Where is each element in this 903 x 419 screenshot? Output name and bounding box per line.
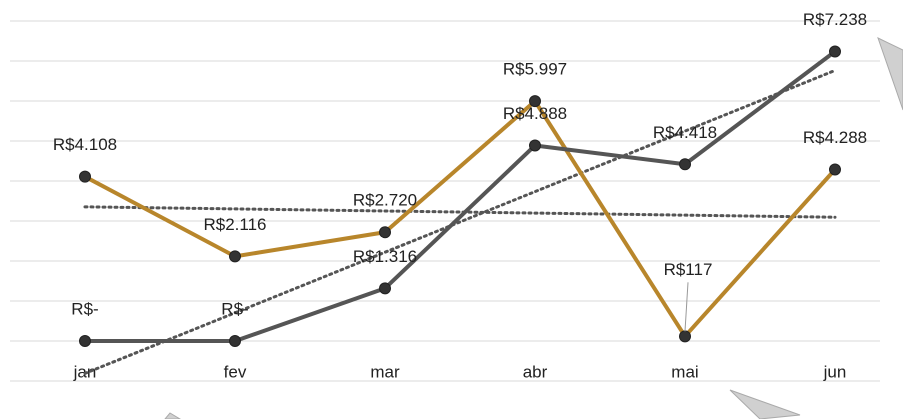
data-point — [529, 95, 541, 108]
data-point — [679, 330, 691, 343]
trendline — [83, 205, 837, 219]
data-label: R$5.997 — [503, 60, 567, 79]
data-label: R$4.288 — [803, 128, 867, 147]
data-point — [229, 250, 241, 263]
x-tick-label: mai — [671, 362, 698, 381]
data-point — [79, 170, 91, 183]
data-label: R$117 — [664, 260, 713, 279]
data-point — [829, 163, 841, 176]
data-label: R$2.116 — [203, 215, 266, 234]
data-label: R$7.238 — [803, 10, 867, 29]
data-label: R$- — [71, 299, 98, 318]
decoration — [877, 37, 903, 111]
x-tick-label: jan — [73, 362, 97, 381]
data-label: R$4.888 — [503, 104, 567, 123]
x-tick-label: jun — [823, 362, 847, 381]
series-line — [84, 99, 837, 339]
data-point — [379, 226, 391, 239]
series-line — [85, 49, 837, 343]
data-point — [679, 158, 691, 171]
decoration — [729, 389, 801, 419]
x-tick-label: abr — [523, 362, 548, 381]
decoration — [164, 412, 181, 419]
trendline — [83, 68, 837, 375]
data-point — [379, 282, 391, 295]
x-tick-label: fev — [224, 362, 247, 381]
leader-line — [684, 282, 689, 332]
data-label: R$1.316 — [353, 247, 417, 266]
data-point — [229, 335, 241, 347]
data-label: R$2.720 — [353, 191, 417, 210]
data-label: R$- — [221, 299, 248, 318]
data-point — [829, 45, 841, 58]
data-point — [529, 139, 541, 152]
data-label: R$4.108 — [53, 135, 117, 154]
data-label: R$4.418 — [653, 123, 717, 142]
x-tick-label: mar — [370, 362, 400, 381]
data-point — [79, 335, 91, 347]
